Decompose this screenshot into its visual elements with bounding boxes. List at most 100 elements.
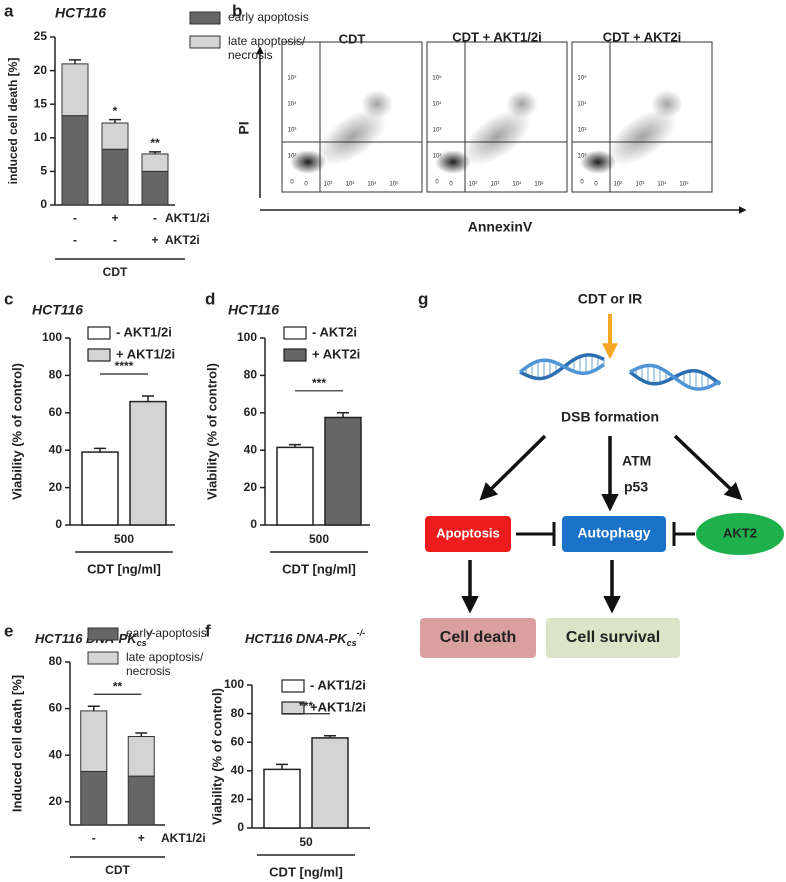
y-tick-label: 60 <box>49 405 63 419</box>
dot-cloud <box>361 90 393 118</box>
y-tick-label: 100 <box>237 330 257 344</box>
significance: *** <box>299 699 313 713</box>
node-label: CDT or IR <box>578 291 643 307</box>
node-label: p53 <box>624 479 648 495</box>
significance: **** <box>115 359 134 373</box>
tick-label: 10³ <box>578 128 587 134</box>
panel-label: f <box>205 621 211 640</box>
title-sup: -/- <box>357 628 366 638</box>
tick-label: 10⁴ <box>577 101 587 108</box>
dot-cloud <box>290 150 326 174</box>
x-axis-label: CDT [ng/ml] <box>282 561 356 576</box>
panel-label: a <box>4 1 14 20</box>
node <box>425 516 511 552</box>
tick-label: 10⁴ <box>512 181 522 188</box>
bar-segment <box>141 170 169 206</box>
title-sub: cs <box>137 638 147 648</box>
error-bar <box>135 732 148 737</box>
panel-label: e <box>4 621 13 640</box>
y-axis-label: Viability (% of control) <box>209 688 224 825</box>
panel-label: b <box>232 1 242 20</box>
y-axis-label: Viability (% of control) <box>204 363 219 500</box>
error-bar <box>276 763 288 770</box>
error-bar <box>289 443 301 448</box>
tick-label: 0 <box>594 182 598 188</box>
significance: *** <box>312 376 326 390</box>
legend-label: + AKT2i <box>312 346 360 361</box>
tick-label: 0 <box>435 180 439 186</box>
dot-cloud <box>462 108 532 166</box>
tick-label: 0 <box>580 180 584 186</box>
node <box>696 513 784 555</box>
dot-cloud <box>317 108 387 166</box>
tick-label: 10⁵ <box>432 75 442 82</box>
tick-label: 10² <box>469 182 478 188</box>
node-label: DSB formation <box>561 409 659 425</box>
bar <box>263 768 301 829</box>
legend-swatch <box>189 11 221 25</box>
legend-label: - AKT1/2i <box>116 324 172 339</box>
node-label: Cell death <box>440 629 516 646</box>
y-tick-label: 0 <box>55 517 62 531</box>
legend-swatch <box>281 679 305 693</box>
y-tick-label: 60 <box>49 701 63 715</box>
plot-frame <box>426 41 568 193</box>
y-tick-label: 0 <box>237 820 244 834</box>
y-tick-label: 80 <box>49 654 63 668</box>
flow-panel: PI AnnexinV <box>236 46 747 235</box>
condition-value: + <box>151 233 158 247</box>
error-bar <box>109 118 121 124</box>
panel-title: CDT <box>339 31 366 46</box>
tick-label: 10² <box>578 154 587 160</box>
y-tick-label: 20 <box>231 792 245 806</box>
significance: * <box>113 104 118 118</box>
y-tick-label: 0 <box>250 517 257 531</box>
legend-swatch <box>87 651 119 665</box>
x-axis-label: CDT [ng/ml] <box>87 561 161 576</box>
error-bar <box>87 705 100 711</box>
inhibition <box>516 522 556 546</box>
tick-label: 10⁴ <box>367 181 377 188</box>
tick-label: 10³ <box>346 182 355 188</box>
legend-label: - AKT1/2i <box>310 677 366 692</box>
tick-label: 0 <box>290 180 294 186</box>
title-main: HCT116 DNA-PK <box>245 631 348 646</box>
tick-label: 10⁴ <box>432 101 442 108</box>
chart-title: HCT116 <box>228 302 279 318</box>
dot-cloud <box>651 90 683 118</box>
y-axis-label: induced cell death [%] <box>6 58 20 185</box>
inhibition <box>672 522 695 546</box>
y-tick-label: 80 <box>49 368 63 382</box>
diagram: CDT or IR DSB formation ATM p53 Apoptosi… <box>420 291 784 658</box>
tick-label: 10³ <box>491 182 500 188</box>
node-label: Apoptosis <box>436 525 500 540</box>
tick-label: 10⁴ <box>287 101 297 108</box>
node <box>546 618 680 658</box>
legend-swatch <box>189 35 221 49</box>
dot-cloud <box>580 150 616 174</box>
tick-label: 10⁵ <box>389 181 399 188</box>
legend-label: late apoptosis/necrosis <box>228 34 306 62</box>
y-tick-label: 15 <box>34 96 48 110</box>
tick-label: 0 <box>449 182 453 188</box>
tick-label: 10⁴ <box>657 181 667 188</box>
y-tick-label: 0 <box>40 197 47 211</box>
y-tick-label: 40 <box>244 442 258 456</box>
chart-title: HCT116 <box>32 302 83 318</box>
bar <box>276 446 314 526</box>
x-axis-label: CDT [ng/ml] <box>269 864 343 879</box>
error-bar <box>337 412 349 418</box>
condition-value: - <box>92 831 96 845</box>
tick-label: 10⁵ <box>534 181 544 188</box>
axis-label: AnnexinV <box>468 219 533 235</box>
condition-value: + <box>111 211 118 225</box>
chart-title: HCT116 <box>55 5 106 21</box>
tick-label: 10² <box>614 182 623 188</box>
legend-swatch <box>283 348 307 362</box>
y-tick-label: 100 <box>42 330 62 344</box>
error-bar <box>149 151 161 154</box>
node <box>562 516 666 552</box>
y-tick-label: 25 <box>34 29 48 43</box>
tick-label: 10² <box>433 154 442 160</box>
